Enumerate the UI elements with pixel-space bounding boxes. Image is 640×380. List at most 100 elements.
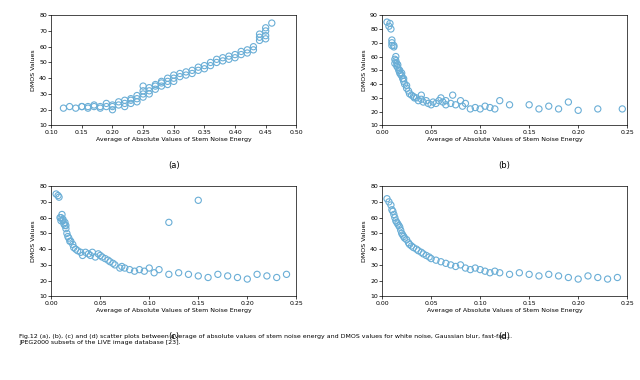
Point: [224, 53, 234, 59]
Point: [583, 273, 593, 279]
Point: [384, 23, 394, 29]
Point: [173, 270, 184, 276]
Point: [61, 222, 71, 228]
Point: [392, 63, 402, 69]
Point: [410, 95, 420, 101]
Point: [495, 270, 505, 276]
Point: [399, 233, 409, 239]
Point: [394, 67, 404, 73]
Point: [242, 50, 252, 56]
Point: [93, 251, 104, 257]
Point: [58, 218, 68, 224]
Point: [401, 237, 412, 243]
Point: [144, 88, 154, 94]
Point: [416, 249, 426, 255]
Point: [89, 103, 99, 109]
Point: [59, 221, 69, 227]
Point: [62, 230, 72, 236]
Point: [418, 251, 428, 257]
Point: [61, 226, 71, 232]
Point: [68, 244, 79, 250]
Point: [485, 270, 495, 276]
Point: [393, 65, 403, 71]
Point: [386, 26, 396, 32]
Point: [55, 215, 65, 221]
Point: [436, 259, 446, 265]
Point: [460, 100, 470, 106]
Title: (b): (b): [499, 161, 511, 169]
Point: [51, 191, 61, 197]
Point: [163, 75, 173, 81]
Point: [125, 267, 135, 273]
Point: [554, 106, 564, 112]
Point: [83, 103, 93, 109]
Point: [132, 96, 142, 102]
Point: [113, 102, 124, 108]
Point: [423, 100, 433, 106]
Point: [384, 199, 394, 205]
Point: [390, 58, 401, 64]
Point: [386, 202, 396, 208]
Title: (a): (a): [168, 161, 180, 169]
Point: [100, 256, 110, 262]
Point: [242, 47, 252, 53]
Point: [426, 256, 436, 262]
Point: [120, 97, 130, 103]
Point: [168, 75, 179, 81]
Point: [87, 249, 97, 255]
Point: [103, 257, 113, 263]
Point: [390, 54, 401, 60]
Point: [255, 37, 265, 43]
Point: [267, 20, 277, 26]
Point: [168, 78, 179, 84]
Point: [230, 55, 240, 61]
Point: [418, 99, 428, 105]
Point: [108, 107, 118, 113]
Point: [397, 76, 408, 82]
Point: [57, 211, 67, 217]
Point: [156, 83, 166, 89]
Point: [403, 240, 413, 246]
Point: [456, 262, 466, 268]
Point: [390, 215, 400, 221]
Point: [441, 102, 451, 108]
Point: [387, 40, 397, 46]
Point: [617, 106, 627, 112]
Point: [563, 274, 573, 280]
Point: [81, 249, 91, 255]
Point: [271, 274, 282, 280]
Point: [573, 276, 583, 282]
Point: [110, 262, 120, 268]
Point: [408, 93, 419, 100]
Point: [260, 28, 271, 34]
Point: [193, 197, 204, 203]
Point: [72, 248, 83, 254]
Point: [218, 58, 228, 64]
Point: [164, 271, 174, 277]
Y-axis label: DMOS Values: DMOS Values: [31, 220, 36, 262]
Point: [144, 265, 154, 271]
Point: [445, 262, 456, 268]
Point: [54, 194, 64, 200]
Point: [138, 88, 148, 94]
X-axis label: Average of Absolute Values of Stem Noise Energy: Average of Absolute Values of Stem Noise…: [96, 308, 252, 313]
Point: [401, 82, 412, 89]
Point: [563, 99, 573, 105]
Point: [388, 208, 398, 214]
Point: [397, 73, 407, 79]
Point: [60, 222, 70, 228]
Point: [144, 85, 154, 91]
Point: [390, 218, 401, 224]
Point: [116, 263, 127, 269]
Point: [397, 232, 408, 238]
Point: [426, 102, 436, 108]
Point: [534, 106, 544, 112]
Point: [554, 273, 564, 279]
Point: [387, 37, 397, 43]
Point: [89, 102, 99, 108]
Point: [399, 78, 409, 84]
Point: [230, 52, 240, 58]
Y-axis label: DMOS Values: DMOS Values: [362, 220, 367, 262]
Point: [70, 246, 81, 252]
Point: [282, 271, 292, 277]
